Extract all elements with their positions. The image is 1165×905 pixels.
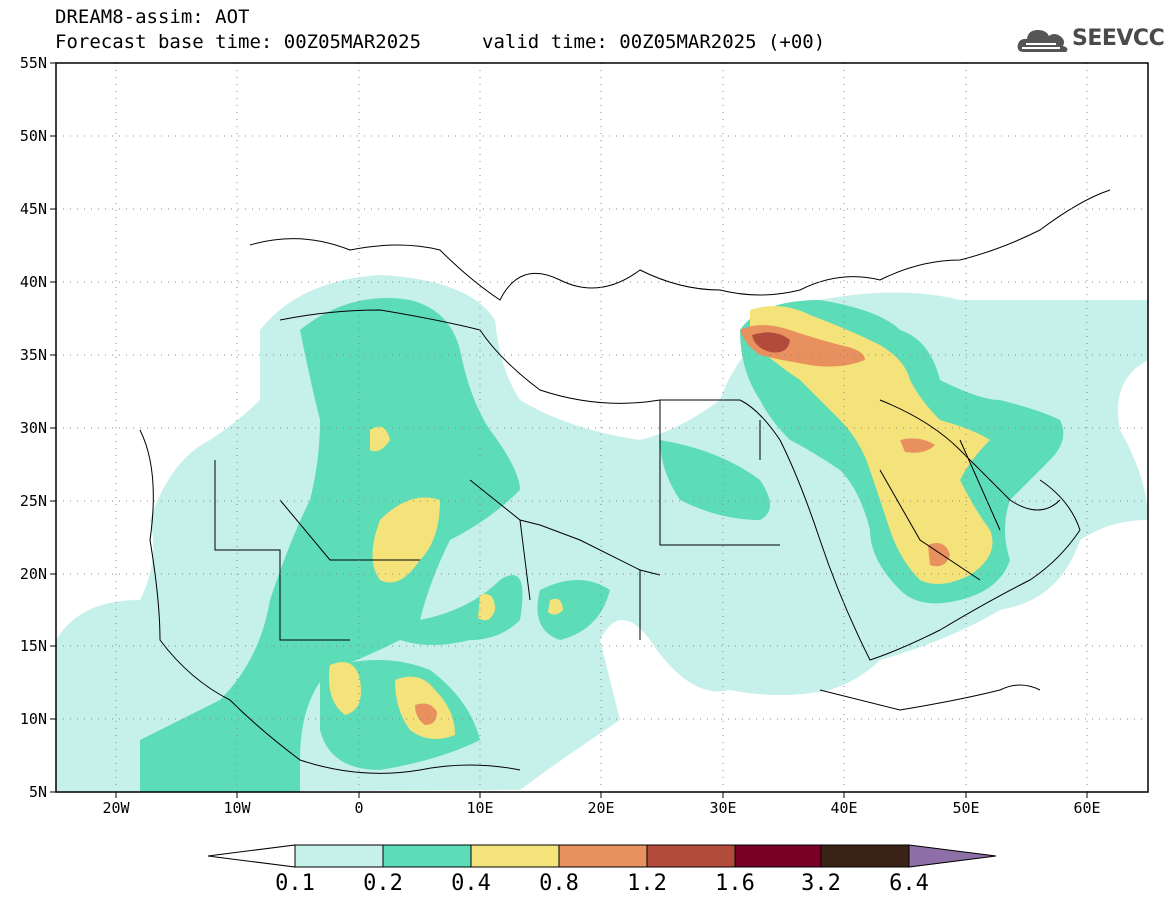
lat-label-40n: 40N <box>20 273 47 291</box>
colorbar-label-1.2: 1.2 <box>627 871 667 896</box>
aot-band-1.2-1.6 <box>752 332 790 353</box>
colorbar <box>207 844 997 868</box>
base-time-text: Forecast base time: 00Z05MAR2025 <box>55 31 422 53</box>
colorbar-label-3.2: 3.2 <box>801 871 841 896</box>
seevccc-logo: SEEVCCC <box>1016 22 1165 56</box>
colorbar-label-0.1: 0.1 <box>275 871 315 896</box>
med-coastline <box>279 309 1081 661</box>
cloud-icon <box>1017 30 1068 52</box>
colorbar-bin-0.4-0.8 <box>470 844 560 868</box>
lat-label-10n: 10N <box>20 710 47 728</box>
colorbar-label-1.6: 1.6 <box>715 871 755 896</box>
lon-label-20w: 20W <box>102 799 130 817</box>
colorbar-bin-3.2-6.4 <box>820 844 910 868</box>
lat-label-55n: 55N <box>20 54 47 72</box>
lon-labels: 20W 10W 0 10E 20E 30E 40E 50E 60E <box>102 799 1100 817</box>
colorbar-bin-1.2-1.6 <box>646 844 736 868</box>
colorbar-high-arrow <box>908 844 997 868</box>
map-title: DREAM8-assim: AOT <box>55 6 250 28</box>
colorbar-bin-0.8-1.2 <box>558 844 648 868</box>
valid-time-text: valid time: 00Z05MAR2025 (+00) <box>482 31 826 53</box>
colorbar-label-0.4: 0.4 <box>451 871 491 896</box>
colorbar-bin-0.1-0.2 <box>294 844 384 868</box>
lat-label-30n: 30N <box>20 419 47 437</box>
forecast-time-line: Forecast base time: 00Z05MAR2025 valid ti… <box>55 31 825 53</box>
colorbar-label-0.2: 0.2 <box>363 871 403 896</box>
lat-label-35n: 35N <box>20 346 47 364</box>
europe-coastline <box>249 189 1111 301</box>
arabia-borders <box>879 399 1061 581</box>
gridlines <box>56 63 1148 792</box>
colorbar-labels: 0.1 0.2 0.4 0.8 1.2 1.6 3.2 6.4 <box>275 871 929 896</box>
lat-label-15n: 15N <box>20 637 47 655</box>
colorbar-bin-0.2-0.4 <box>382 844 472 868</box>
aot-band-0.4-0.8 <box>329 306 993 739</box>
colorbar-low-arrow <box>207 844 296 868</box>
colorbar-bin-1.6-3.2 <box>734 844 822 868</box>
lon-label-30e: 30E <box>709 799 736 817</box>
coastlines-borders <box>139 189 1111 774</box>
lat-label-45n: 45N <box>20 200 47 218</box>
lon-label-10e: 10E <box>466 799 493 817</box>
axis-ticks <box>50 62 1088 798</box>
horn-coastline <box>819 684 1041 711</box>
lat-labels: 55N 50N 45N 40N 35N 30N 25N 20N 15N 10N … <box>20 54 47 801</box>
africa-coastline <box>139 429 521 774</box>
aot-field <box>56 275 1148 792</box>
lon-label-60e: 60E <box>1073 799 1100 817</box>
lon-label-0: 0 <box>354 799 363 817</box>
lat-label-20n: 20N <box>20 565 47 583</box>
lon-label-10w: 10W <box>223 799 251 817</box>
lon-label-50e: 50E <box>952 799 979 817</box>
lat-label-50n: 50N <box>20 127 47 145</box>
country-borders <box>214 400 780 641</box>
lat-label-25n: 25N <box>20 492 47 510</box>
lon-label-20e: 20E <box>587 799 614 817</box>
lat-label-5n: 5N <box>29 783 47 801</box>
logo-text: SEEVCCC <box>1072 26 1165 51</box>
colorbar-label-0.8: 0.8 <box>539 871 579 896</box>
colorbar-label-6.4: 6.4 <box>889 871 929 896</box>
lon-label-40e: 40E <box>830 799 857 817</box>
